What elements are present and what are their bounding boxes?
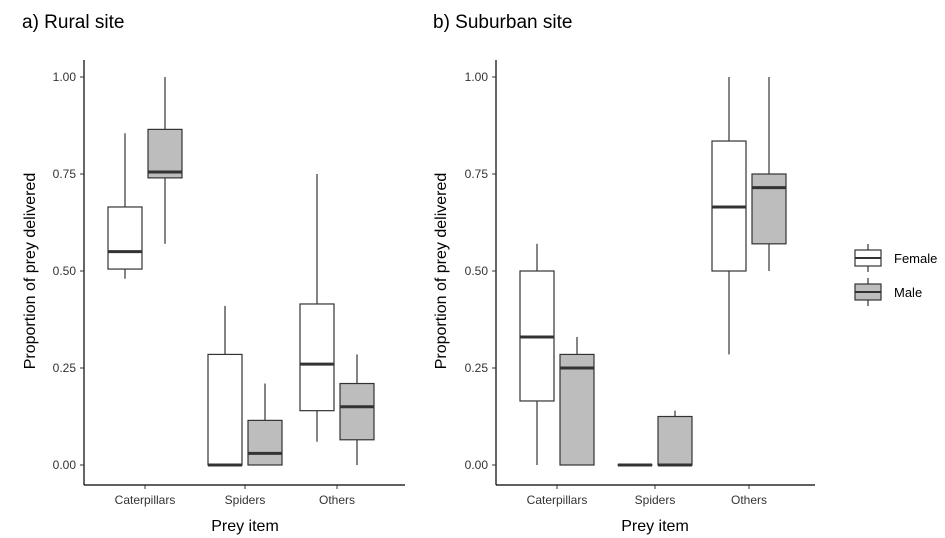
box-rural-others-male <box>339 354 375 465</box>
box-rural-caterpillars-male <box>147 77 183 244</box>
box-rect-rural-caterpillars-male <box>147 128 183 179</box>
box-rect-suburban-spiders-male <box>657 415 693 466</box>
box-suburban-caterpillars-female <box>519 243 555 465</box>
box-rect-rural-others-male <box>339 382 375 441</box>
y-tick-label-suburban: 0.50 <box>465 264 489 278</box>
box-suburban-others-female <box>711 77 747 355</box>
box-suburban-others-male <box>751 77 787 271</box>
y-tick-label-suburban: 1.00 <box>465 70 489 84</box>
box-rect-suburban-caterpillars-male <box>559 353 595 466</box>
panel-title-suburban: b) Suburban site <box>433 12 572 33</box>
legend-item-male: Male <box>854 278 922 306</box>
box-rect-rural-others-female <box>299 303 335 412</box>
y-tick-label-rural: 0.75 <box>53 167 77 181</box>
y-axis-title-suburban: Proportion of prey delivered <box>433 173 450 370</box>
panel-rural: a) Rural site Proportion of prey deliver… <box>22 12 405 535</box>
legend-label-female: Female <box>894 251 937 266</box>
y-tick-label-suburban: 0.00 <box>465 458 489 472</box>
box-suburban-spiders-male <box>657 410 693 467</box>
x-tick-label-suburban-caterpillars: Caterpillars <box>527 493 588 507</box>
box-rect-suburban-others-male <box>751 173 787 245</box>
y-tick-label-rural: 1.00 <box>53 70 77 84</box>
box-rural-caterpillars-female <box>107 133 143 279</box>
box-rural-spiders-female <box>207 305 243 467</box>
y-axis-title-rural: Proportion of prey delivered <box>22 173 39 370</box>
legend: Female Male <box>854 244 937 306</box>
box-rect-rural-spiders-female <box>207 353 243 466</box>
x-tick-label-rural-spiders: Spiders <box>225 493 266 507</box>
legend-item-female: Female <box>854 244 937 272</box>
box-rural-spiders-male <box>247 383 283 466</box>
legend-label-male: Male <box>894 285 922 300</box>
x-axis-title-suburban: Prey item <box>621 518 689 535</box>
x-axis-title-rural: Prey item <box>211 518 279 535</box>
box-rect-rural-spiders-male <box>247 419 283 466</box>
y-tick-label-suburban: 0.75 <box>465 167 489 181</box>
panel-title-rural: a) Rural site <box>22 12 124 33</box>
box-suburban-caterpillars-male <box>559 336 595 466</box>
y-tick-label-rural: 0.50 <box>53 264 77 278</box>
box-rect-rural-caterpillars-female <box>107 206 143 270</box>
x-tick-label-rural-caterpillars: Caterpillars <box>115 493 176 507</box>
y-tick-label-rural: 0.00 <box>53 458 77 472</box>
box-rural-others-female <box>299 174 335 442</box>
x-tick-label-suburban-spiders: Spiders <box>635 493 676 507</box>
x-tick-label-suburban-others: Others <box>731 493 767 507</box>
y-tick-label-suburban: 0.25 <box>465 361 489 375</box>
x-tick-label-rural-others: Others <box>319 493 355 507</box>
panel-suburban: b) Suburban site Proportion of prey deli… <box>433 12 815 535</box>
y-tick-label-rural: 0.25 <box>53 361 77 375</box>
